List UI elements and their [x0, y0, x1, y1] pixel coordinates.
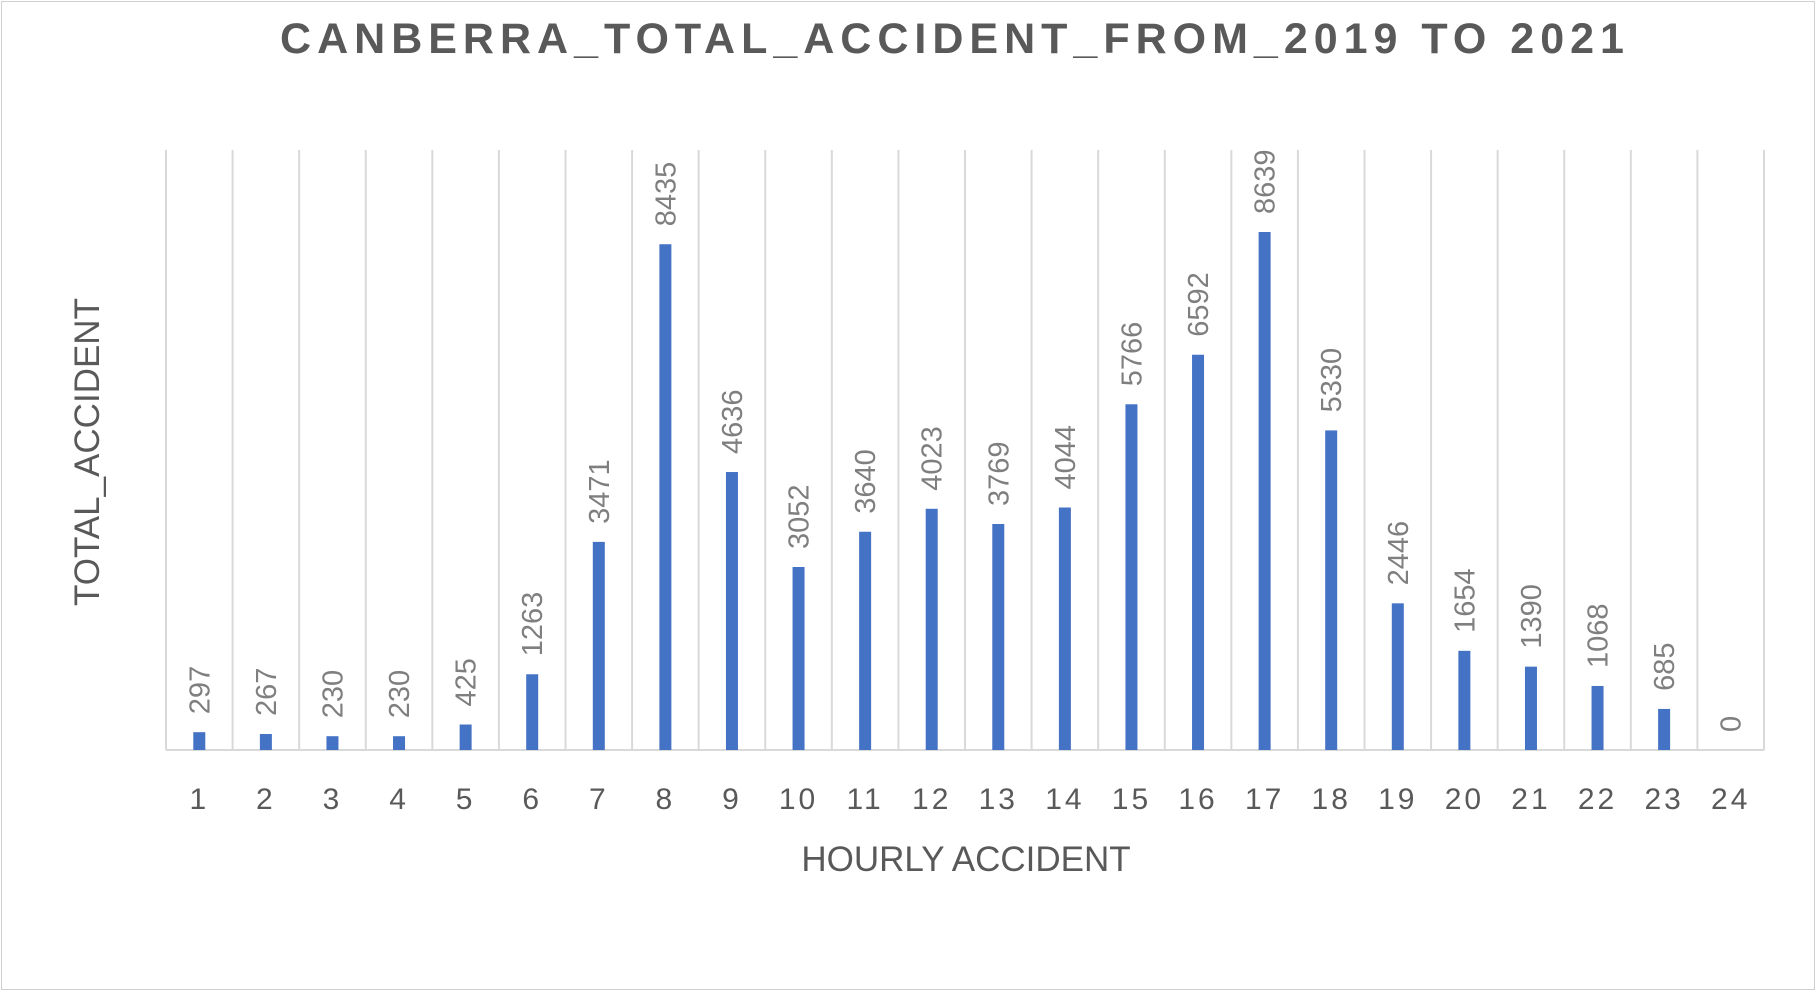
x-tick-label-1: 1 — [189, 783, 209, 816]
data-label-layer: 297 267 230 230 425 1263 3471 8435 4636 3052 3640 4… — [184, 149, 1747, 732]
data-label-10: 3052 — [784, 484, 816, 549]
x-tick-label-22: 22 — [1578, 783, 1617, 816]
bar-14 — [1058, 507, 1071, 750]
grid-layer — [165, 150, 1765, 751]
bar-23 — [1658, 708, 1671, 750]
x-tick-label-6: 6 — [522, 783, 542, 816]
x-tick-label-18: 18 — [1312, 783, 1351, 816]
data-label-23: 685 — [1649, 643, 1681, 691]
data-label-4: 230 — [384, 670, 416, 718]
chart-title: CANBERRA_TOTAL_ACCIDENT_FROM_2019 TO 202… — [280, 15, 1630, 63]
bar-15 — [1125, 404, 1138, 750]
bar-19 — [1391, 603, 1404, 750]
x-tick-label-21: 21 — [1511, 783, 1550, 816]
data-label-13: 3769 — [983, 441, 1015, 506]
bar-5 — [459, 724, 472, 750]
data-label-18: 5330 — [1316, 348, 1348, 413]
data-label-11: 3640 — [850, 449, 882, 514]
data-label-19: 2446 — [1383, 521, 1415, 586]
x-tick-label-20: 20 — [1445, 783, 1484, 816]
data-label-3: 230 — [317, 670, 349, 718]
data-label-9: 4636 — [717, 390, 749, 455]
data-label-5: 425 — [451, 658, 483, 706]
x-tick-label-16: 16 — [1178, 783, 1217, 816]
x-tick-label-7: 7 — [589, 783, 609, 816]
bar-17 — [1258, 232, 1271, 750]
x-tick-label-19: 19 — [1378, 783, 1417, 816]
bar-21 — [1524, 666, 1537, 750]
x-tick-label-15: 15 — [1112, 783, 1151, 816]
x-tick-label-24: 24 — [1711, 783, 1750, 816]
bar-22 — [1591, 685, 1604, 750]
data-label-24: 0 — [1716, 716, 1748, 732]
x-tick-label-2: 2 — [256, 783, 276, 816]
x-tick-label-11: 11 — [847, 783, 884, 816]
bar-3 — [326, 736, 339, 750]
bar-layer — [193, 232, 1671, 750]
data-label-16: 6592 — [1183, 272, 1215, 337]
x-tick-label-14: 14 — [1045, 783, 1084, 816]
x-axis-title: HOURLY ACCIDENT — [801, 840, 1130, 879]
bar-6 — [526, 674, 539, 750]
y-axis-title: TOTAL_ACCIDENT — [68, 298, 107, 606]
x-tick-layer: 1 2 3 4 5 6 7 8 9 10 11 12 13 14 15 16 17 18 19 20 21 22 23 24 — [189, 783, 1750, 816]
x-tick-label-10: 10 — [779, 783, 818, 816]
bar-13 — [992, 524, 1005, 750]
x-tick-label-12: 12 — [912, 783, 951, 816]
data-label-6: 1263 — [517, 592, 549, 657]
data-label-14: 4044 — [1050, 425, 1082, 490]
x-tick-label-4: 4 — [389, 783, 409, 816]
data-label-7: 3471 — [584, 459, 616, 524]
x-tick-label-17: 17 — [1245, 783, 1284, 816]
bar-7 — [592, 541, 605, 750]
x-tick-label-13: 13 — [979, 783, 1018, 816]
bar-4 — [393, 736, 406, 750]
x-tick-label-23: 23 — [1644, 783, 1683, 816]
data-label-8: 8435 — [650, 162, 682, 227]
bar-9 — [725, 472, 738, 750]
x-tick-label-3: 3 — [323, 783, 343, 816]
data-label-1: 297 — [184, 666, 216, 714]
data-label-15: 5766 — [1116, 322, 1148, 387]
data-label-21: 1390 — [1516, 584, 1548, 649]
data-label-22: 1068 — [1583, 603, 1615, 668]
bar-10 — [792, 567, 805, 750]
bar-16 — [1192, 354, 1205, 750]
data-label-17: 8639 — [1250, 149, 1282, 214]
bar-1 — [193, 732, 206, 750]
data-label-12: 4023 — [917, 426, 949, 491]
x-tick-label-9: 9 — [722, 783, 742, 816]
data-label-20: 1654 — [1449, 568, 1481, 633]
bar-2 — [259, 733, 272, 750]
data-label-2: 267 — [251, 668, 283, 716]
bar-8 — [659, 244, 672, 750]
bar-20 — [1458, 650, 1471, 750]
x-tick-label-8: 8 — [656, 783, 676, 816]
bar-12 — [925, 508, 938, 750]
x-tick-label-5: 5 — [456, 783, 476, 816]
bar-11 — [859, 531, 872, 750]
bar-18 — [1325, 430, 1338, 750]
